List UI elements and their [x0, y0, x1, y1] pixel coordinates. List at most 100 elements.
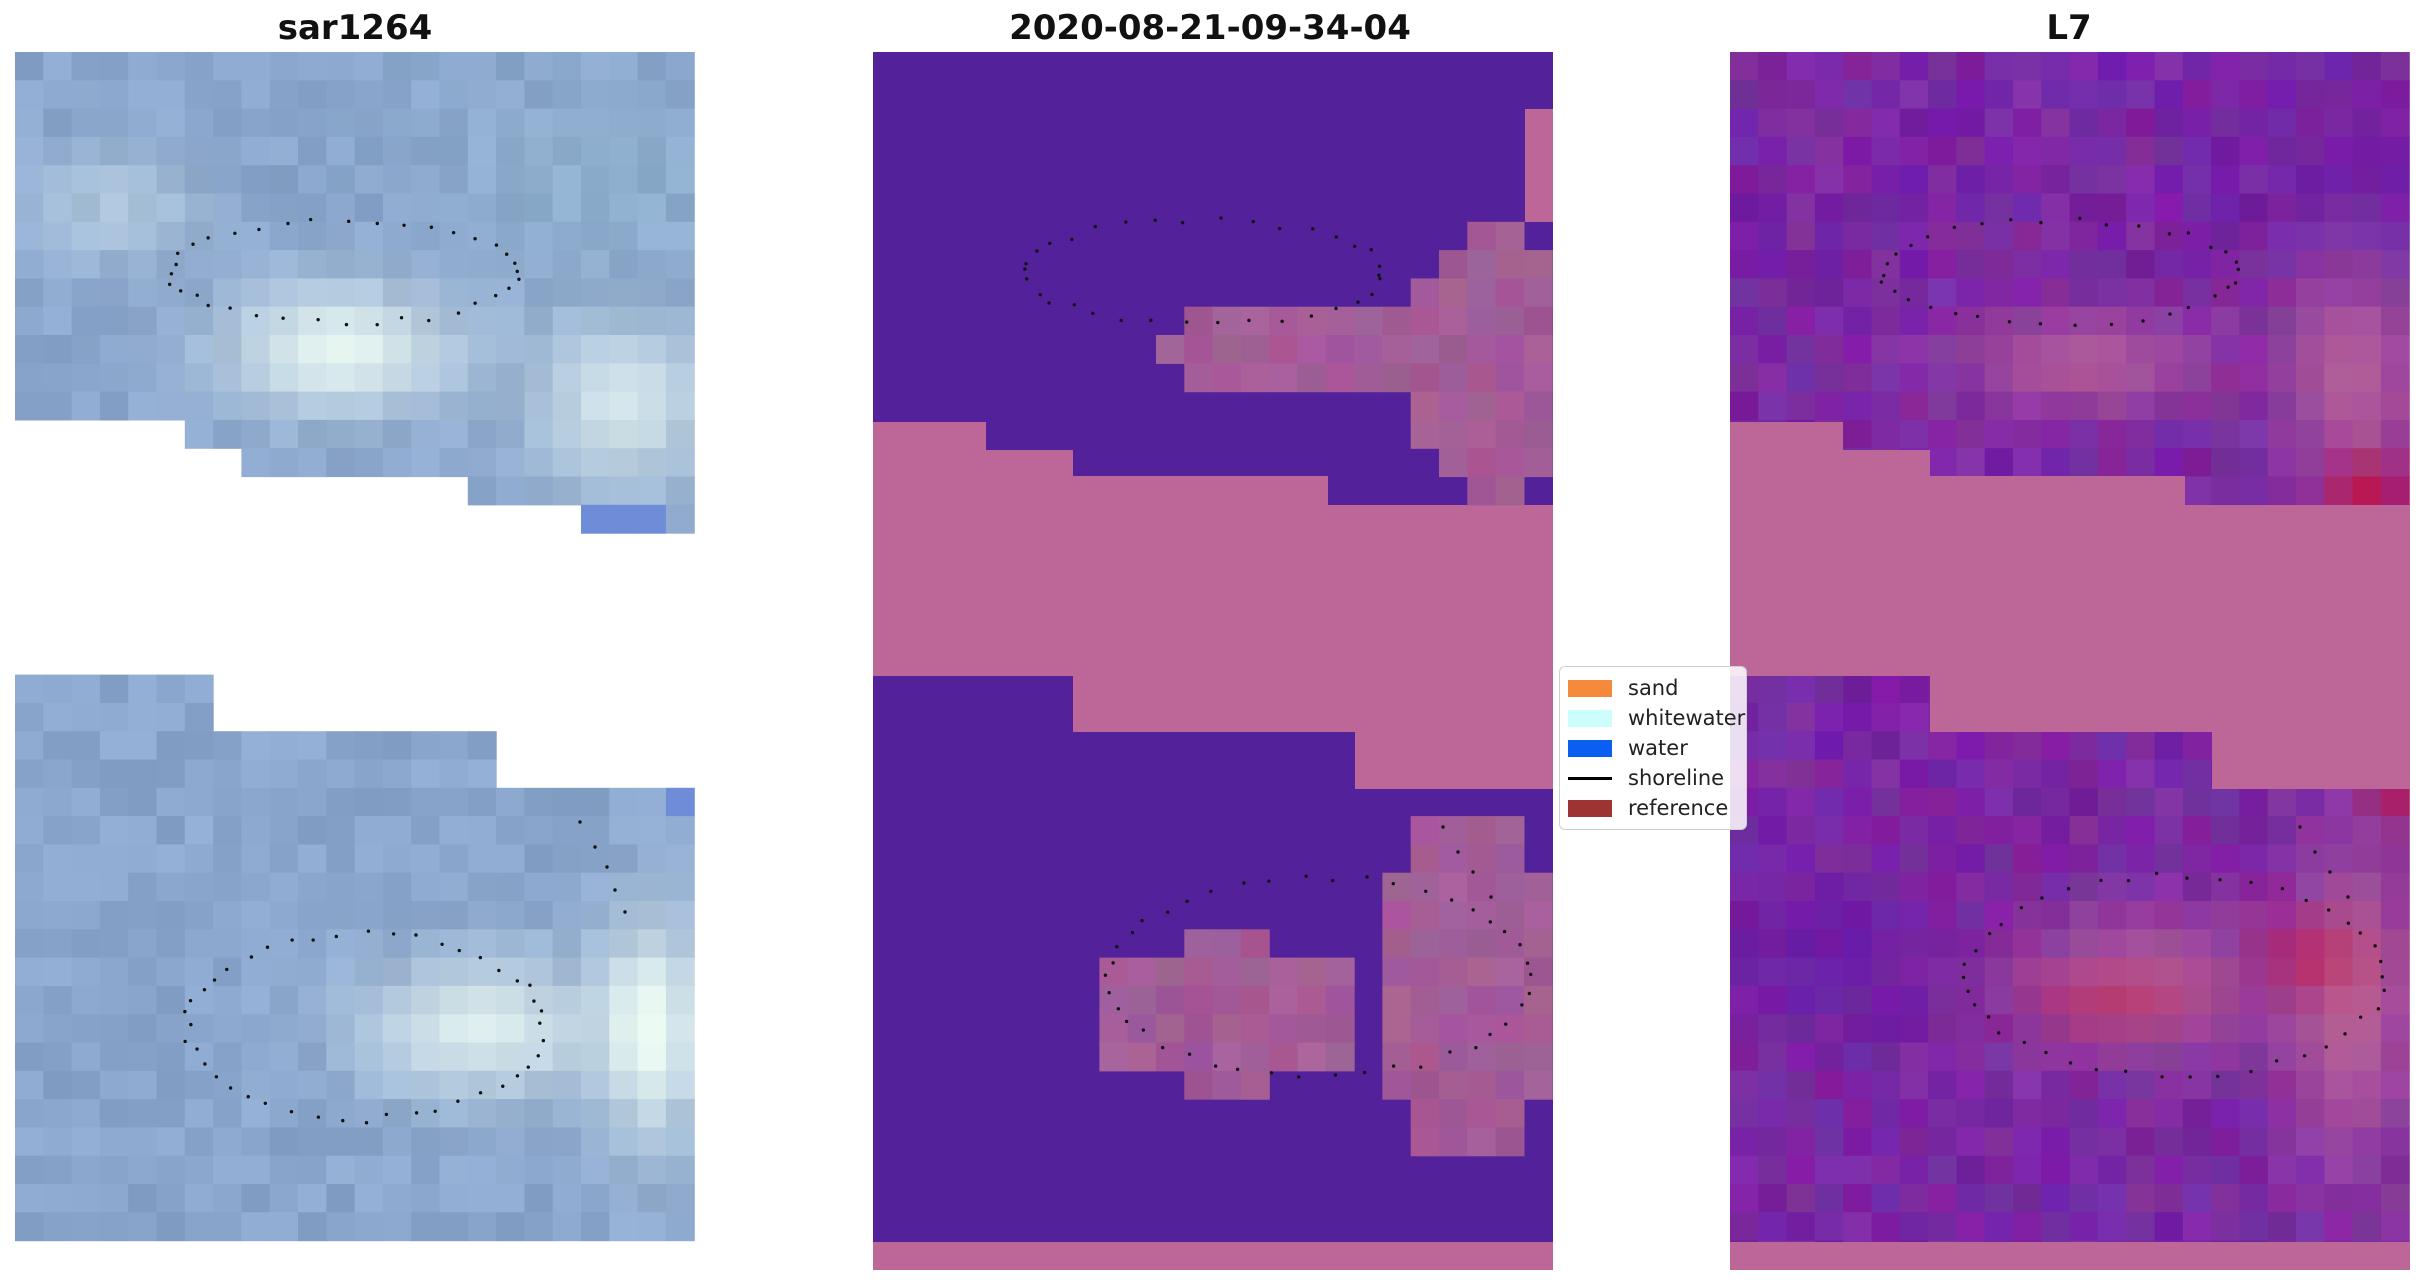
image-pixel	[581, 985, 610, 1015]
image-pixel	[354, 335, 384, 364]
image-pixel	[184, 674, 214, 704]
shoreline-point	[1251, 219, 1255, 224]
shoreline-point	[1185, 899, 1189, 904]
image-pixel	[609, 52, 639, 81]
image-pixel	[552, 1212, 582, 1242]
image-pixel	[439, 844, 469, 874]
l7-pixel	[1843, 136, 1873, 166]
shoreline-point	[195, 1047, 199, 1051]
l7-pixel	[1928, 1099, 1957, 1128]
l7-pixel	[2041, 985, 2071, 1015]
l7-pixel	[2069, 306, 2099, 336]
l7-pixel	[1984, 731, 2014, 761]
image-pixel	[128, 306, 158, 336]
class-pixel	[1184, 363, 1214, 393]
l7-pixel	[1899, 306, 1929, 336]
image-pixel	[15, 1099, 44, 1128]
image-pixel	[241, 929, 271, 959]
l7-pixel	[1758, 193, 1788, 223]
l7-pixel	[1871, 731, 1901, 761]
shoreline-point	[246, 1095, 250, 1099]
class-pixel	[1523, 1070, 1553, 1100]
l7-pixel	[1871, 702, 1901, 732]
image-pixel	[637, 108, 667, 138]
image-pixel	[467, 448, 497, 478]
class-pixel	[1269, 363, 1299, 393]
l7-pixel	[2239, 52, 2269, 81]
l7-pixel	[2069, 759, 2099, 789]
image-pixel	[213, 221, 242, 251]
image-pixel	[298, 1212, 327, 1242]
shoreline-point	[528, 983, 532, 987]
image-pixel	[15, 816, 44, 845]
image-pixel	[298, 901, 327, 930]
class-pixel	[1495, 363, 1525, 393]
l7-pixel	[2211, 306, 2240, 336]
image-pixel	[581, 80, 610, 110]
image-pixel	[637, 1042, 667, 1072]
l7-pixel	[2041, 306, 2071, 336]
shoreline-point	[2073, 323, 2077, 328]
image-pixel	[128, 250, 158, 279]
shoreline-point	[402, 223, 406, 227]
image-pixel	[298, 108, 327, 138]
image-pixel	[552, 136, 582, 166]
image-pixel	[156, 1155, 186, 1185]
image-pixel	[382, 391, 412, 421]
image-pixel	[128, 1184, 158, 1213]
l7-pixel	[2296, 165, 2325, 195]
l7-pixel	[1899, 1212, 1929, 1242]
l7-pixel	[2352, 476, 2382, 506]
image-pixel	[637, 901, 667, 930]
image-pixel	[326, 419, 356, 449]
shoreline-point	[2068, 1061, 2073, 1065]
image-pixel	[354, 52, 384, 81]
image-pixel	[156, 1127, 186, 1157]
l7-pixel	[2267, 250, 2297, 279]
l7-pixel	[2097, 80, 2127, 110]
l7-pixel	[2013, 335, 2042, 364]
l7-pixel	[1899, 702, 1929, 732]
image-pixel	[213, 80, 242, 110]
l7-pixel	[2239, 391, 2269, 421]
image-pixel	[213, 165, 242, 195]
shoreline-point	[1525, 961, 1530, 965]
l7-pixel	[1814, 1155, 1844, 1185]
image-pixel	[552, 419, 582, 449]
l7-pixel	[2267, 80, 2297, 110]
shoreline-point	[289, 1109, 294, 1114]
l7-pixel	[1758, 759, 1788, 789]
shoreline-point	[384, 1112, 389, 1117]
l7-pixel	[2352, 872, 2382, 902]
image-pixel	[665, 80, 695, 110]
l7-pixel	[1871, 816, 1901, 845]
image-pixel	[241, 985, 271, 1015]
image-pixel	[326, 448, 356, 478]
image-pixel	[128, 1099, 158, 1128]
l7-pixel	[2069, 787, 2099, 817]
image-pixel	[99, 108, 129, 138]
shoreline-point	[176, 251, 180, 255]
image-pixel	[467, 957, 497, 987]
l7-pixel	[1814, 702, 1844, 732]
l7-pixel	[1899, 1014, 1929, 1044]
l7-pixel	[2069, 165, 2099, 195]
l7-pixel	[1899, 193, 1929, 223]
image-pixel	[269, 136, 299, 166]
l7-pixel	[2239, 80, 2269, 110]
image-pixel	[71, 306, 101, 336]
image-pixel	[439, 306, 469, 336]
shoreline-point	[174, 262, 178, 267]
shoreline-point	[2168, 312, 2172, 316]
shoreline-point	[1309, 314, 1314, 318]
l7-pixel	[2296, 193, 2325, 223]
shoreline-point	[457, 948, 461, 953]
image-pixel	[269, 278, 299, 308]
image-pixel	[71, 872, 101, 902]
l7-pixel	[2013, 872, 2042, 902]
image-pixel	[637, 1070, 667, 1100]
l7-pixel	[2154, 1014, 2184, 1044]
l7-pixel	[1899, 1127, 1929, 1157]
l7-pixel	[2324, 193, 2354, 223]
l7-pixel	[2296, 901, 2325, 930]
